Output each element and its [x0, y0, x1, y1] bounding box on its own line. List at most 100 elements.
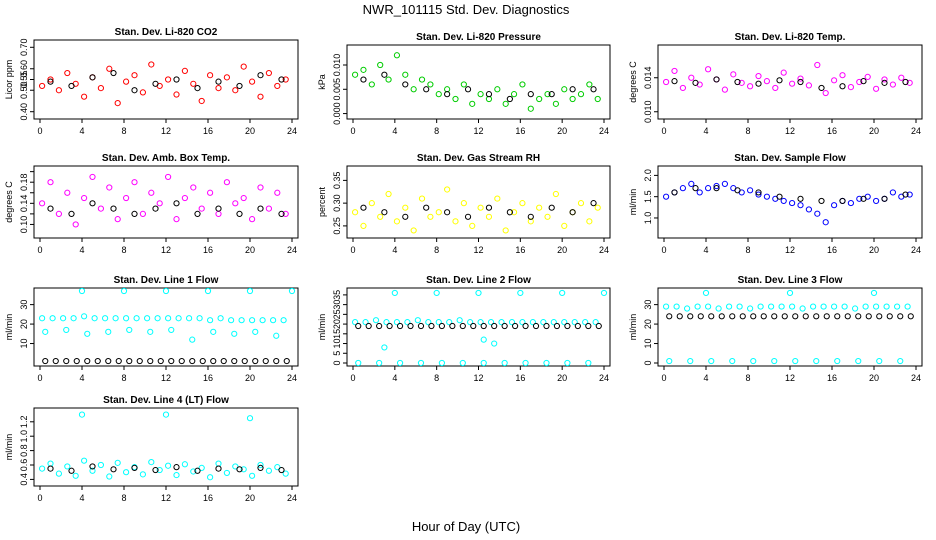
data-point	[181, 461, 188, 468]
panel-title: Stan. Dev. Line 3 Flow	[738, 275, 843, 286]
series-green	[351, 52, 601, 112]
data-point	[569, 86, 576, 93]
data-point	[469, 222, 476, 229]
data-point	[381, 71, 388, 78]
data-point	[265, 69, 272, 77]
data-point	[154, 315, 161, 322]
chart-panel: Stan. Dev. Li-820 CO2 0 4 8 12 16 20 24 0.40 0.50…	[4, 27, 299, 136]
data-point	[351, 209, 359, 216]
data-point	[502, 227, 509, 234]
x-tick-label: 8	[121, 373, 126, 383]
data-point	[39, 315, 46, 322]
data-point	[97, 461, 105, 469]
data-point	[381, 209, 388, 216]
data-point	[663, 303, 670, 310]
data-point	[288, 287, 296, 295]
data-point	[55, 210, 63, 217]
data-point	[705, 185, 712, 192]
data-point	[165, 315, 172, 322]
data-point	[904, 303, 911, 310]
data-point	[148, 61, 155, 68]
data-point	[215, 78, 222, 85]
y-tick-label: 35	[332, 290, 342, 300]
data-point	[423, 204, 430, 211]
chart-panel: Stan. Dev. Line 4 (LT) Flow 0 4 8 12 16 20 24 0.…	[4, 395, 299, 503]
data-point	[210, 357, 217, 365]
data-point	[536, 95, 543, 103]
data-point	[438, 359, 445, 367]
data-point	[855, 357, 862, 365]
data-point	[257, 93, 264, 100]
data-point	[831, 77, 838, 84]
data-point	[834, 357, 841, 365]
data-point	[886, 313, 893, 320]
data-point	[569, 209, 576, 216]
series-black	[47, 69, 285, 94]
data-point	[273, 332, 280, 339]
data-point	[360, 204, 367, 211]
data-point	[385, 76, 392, 83]
data-point	[755, 189, 762, 196]
data-point	[123, 469, 130, 476]
x-tick-label: 12	[161, 126, 171, 136]
data-point	[282, 470, 289, 477]
x-tick-label: 24	[287, 493, 297, 503]
data-point	[78, 287, 86, 295]
data-point	[786, 289, 794, 297]
y-axis-label: ml/min	[628, 314, 638, 341]
data-point	[402, 71, 409, 78]
data-point	[236, 82, 243, 90]
data-point	[139, 89, 146, 96]
x-tick-label: 4	[703, 245, 708, 255]
data-point	[110, 205, 117, 212]
x-tick-label: 12	[473, 373, 483, 383]
data-point	[131, 179, 138, 186]
data-point	[494, 195, 501, 202]
data-point	[586, 218, 593, 225]
data-point	[738, 79, 745, 86]
data-point	[427, 81, 434, 88]
data-point	[841, 303, 848, 310]
y-tick-label: 15	[332, 329, 342, 339]
x-tick-label: 16	[827, 373, 837, 383]
x-tick-label: 12	[785, 126, 795, 136]
data-point	[544, 213, 551, 220]
y-tick-label: 20	[19, 319, 29, 329]
x-tick-label: 20	[245, 245, 255, 255]
data-point	[897, 357, 904, 365]
data-point	[771, 357, 778, 365]
data-point	[78, 411, 86, 418]
data-point	[402, 213, 409, 220]
x-tick-label: 4	[79, 493, 84, 503]
data-point	[112, 315, 119, 322]
data-point	[39, 82, 46, 90]
chart-panel: Stan. Dev. Sample Flow 0 4 8 12 16 20 24 1.0 1.5 2…	[628, 153, 923, 255]
data-point	[55, 470, 63, 477]
y-tick-label: 0.014	[643, 66, 653, 89]
data-point	[215, 205, 222, 212]
data-point	[544, 91, 551, 98]
x-tick-label: 16	[515, 245, 525, 255]
x-tick-label: 20	[245, 126, 255, 136]
y-tick-label: 10	[643, 339, 653, 349]
data-point	[355, 359, 362, 367]
data-point	[870, 289, 878, 297]
data-point	[673, 303, 680, 310]
data-point	[173, 464, 180, 471]
y-axis-label: Licor ppm	[4, 60, 14, 100]
data-point	[63, 357, 70, 365]
data-point	[236, 210, 243, 217]
data-point	[105, 328, 112, 335]
data-point	[198, 97, 205, 105]
data-point	[860, 78, 867, 85]
x-tick-label: 16	[203, 373, 213, 383]
x-tick-label: 12	[161, 245, 171, 255]
data-point	[485, 204, 493, 211]
data-point	[510, 91, 518, 98]
data-point	[881, 79, 888, 86]
x-tick-label: 4	[703, 373, 708, 383]
data-point	[671, 78, 678, 85]
series-magenta	[663, 61, 913, 97]
panel-title: Stan. Dev. Amb. Box Temp.	[102, 153, 230, 164]
data-point	[47, 76, 54, 83]
